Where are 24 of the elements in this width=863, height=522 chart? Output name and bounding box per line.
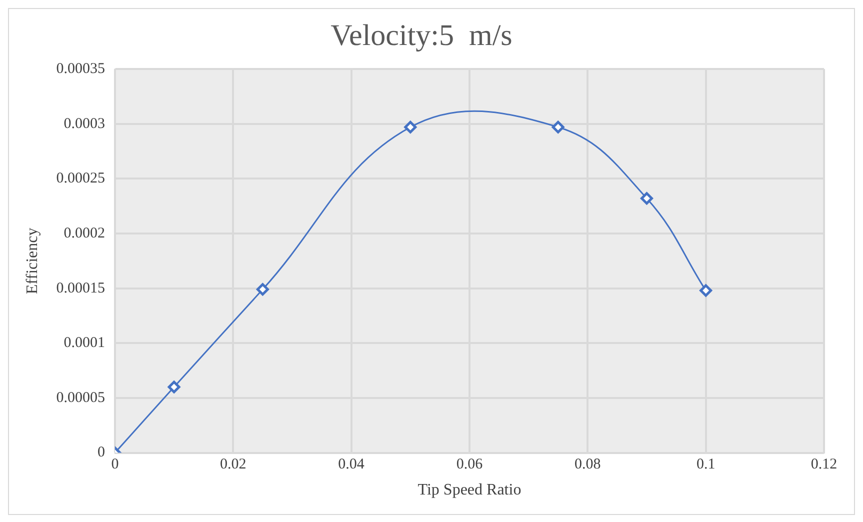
y-tick-label: 0.00025 — [56, 170, 105, 187]
y-tick-label: 0.00005 — [56, 390, 105, 406]
point — [404, 120, 417, 134]
x-tick-label: 0.08 — [574, 456, 601, 473]
y-tick-label: 0.00015 — [56, 280, 105, 296]
x-tick-label: 0.12 — [810, 456, 838, 473]
x-tick-label: 0.06 — [456, 456, 484, 473]
x-axis-title: Tip Speed Ratio — [418, 482, 522, 499]
chart-title: Velocity:5 m/s — [330, 18, 512, 52]
x-tick-label: 0.04 — [338, 456, 365, 473]
y-tick-label: 0.00035 — [56, 60, 105, 77]
y-axis-title: Efficiency — [24, 228, 41, 294]
x-tick-label: 0 — [111, 456, 119, 473]
x-tick-label: 0.02 — [220, 456, 246, 473]
y-tick-label: 0.0001 — [64, 335, 105, 352]
point — [168, 380, 180, 394]
point — [552, 120, 564, 134]
point — [256, 283, 269, 296]
point — [640, 192, 653, 205]
point — [700, 284, 712, 297]
y-tick-label: 0 — [97, 444, 105, 461]
y-tick-label: 0.0002 — [64, 225, 105, 242]
y-tick-label: 0.0003 — [64, 116, 105, 132]
x-tick-label: 0.1 — [696, 456, 716, 473]
